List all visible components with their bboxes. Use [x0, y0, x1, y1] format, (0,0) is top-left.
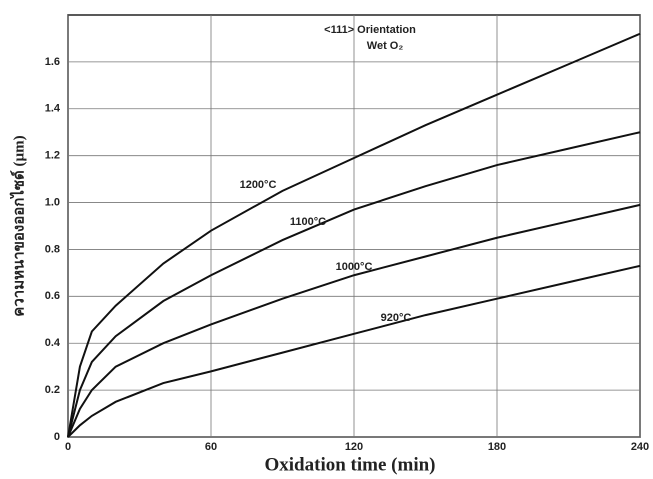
- y-axis-label: ความหนาของออกไซด์ (µm): [8, 135, 27, 316]
- y-tick-label: 0.4: [45, 337, 61, 349]
- x-tick-label: 240: [631, 441, 649, 453]
- y-tick-label: 1.0: [45, 196, 60, 208]
- x-axis-label: Oxidation time (min): [265, 454, 436, 475]
- y-tick-label: 0.2: [45, 384, 60, 396]
- series-line: [67, 264, 641, 438]
- x-tick-label: 60: [205, 441, 217, 453]
- series-line: [67, 203, 641, 438]
- y-tick-label: 0.6: [45, 290, 60, 302]
- series-line: [67, 32, 641, 438]
- series-label: 1200°C: [240, 179, 277, 191]
- y-tick-label: 0.8: [45, 243, 60, 255]
- y-tick-label: 1.2: [45, 150, 60, 162]
- x-tick-label: 120: [345, 441, 363, 453]
- x-tick-label: 180: [488, 441, 506, 453]
- y-tick-label: 0: [54, 431, 60, 443]
- series-label: 920°C: [381, 312, 412, 324]
- series-label: 1100°C: [290, 216, 326, 228]
- annotation: Wet O₂: [367, 40, 404, 52]
- y-tick-label: 1.6: [45, 56, 60, 68]
- annotation: <111> Orientation: [324, 24, 416, 36]
- series-line: [67, 131, 641, 438]
- y-tick-label: 1.4: [45, 103, 61, 115]
- x-tick-label: 0: [65, 441, 71, 453]
- series-label: 1000°C: [336, 261, 373, 273]
